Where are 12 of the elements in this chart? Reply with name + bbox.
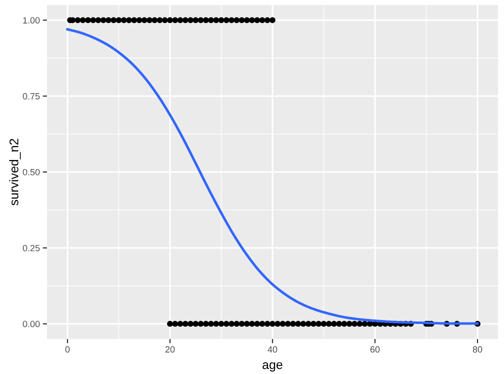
y-tick-label: 0.25	[22, 244, 40, 252]
x-tick-label: 60	[370, 346, 380, 353]
y-axis-title: survived_n2	[9, 138, 21, 206]
y-tick-label: 1.00	[23, 17, 40, 24]
y-tick-label: 0.75	[22, 93, 40, 100]
x-tick-label: 40	[268, 346, 278, 353]
y-tick-label: 0.00	[22, 320, 40, 328]
x-axis-title: age	[262, 362, 282, 372]
x-tick-label: 80	[472, 346, 482, 353]
x-tick-label: 0	[65, 346, 70, 353]
x-tick-label: 20	[165, 346, 175, 353]
y-tick-label: 0.50	[22, 168, 40, 176]
